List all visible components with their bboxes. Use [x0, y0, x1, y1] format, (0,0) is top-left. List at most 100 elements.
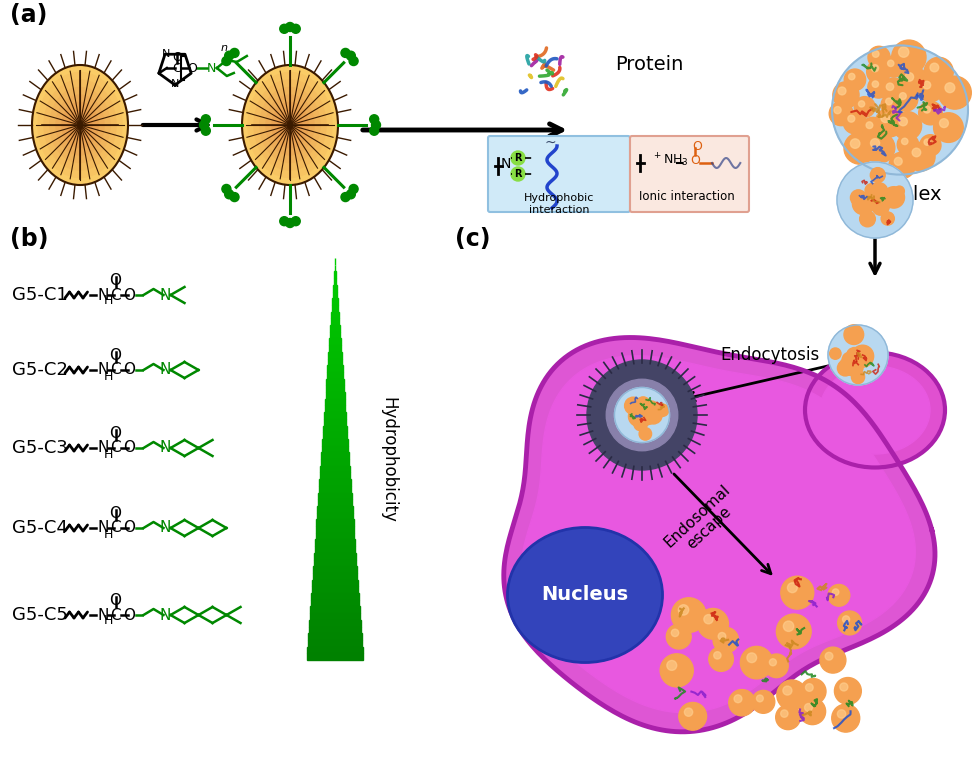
Circle shape [833, 82, 859, 108]
Circle shape [871, 168, 885, 182]
Circle shape [224, 51, 233, 61]
Circle shape [868, 77, 889, 98]
Circle shape [671, 629, 678, 637]
Circle shape [643, 401, 660, 418]
Ellipse shape [62, 103, 98, 148]
Circle shape [704, 614, 713, 624]
Circle shape [201, 126, 210, 136]
Polygon shape [330, 332, 341, 339]
Circle shape [752, 690, 775, 713]
Circle shape [291, 217, 301, 226]
Circle shape [667, 660, 676, 670]
Circle shape [867, 60, 890, 83]
Polygon shape [334, 271, 336, 278]
Circle shape [860, 211, 875, 227]
Circle shape [800, 679, 826, 704]
Polygon shape [504, 338, 935, 732]
Circle shape [698, 608, 728, 639]
Polygon shape [322, 439, 347, 446]
Polygon shape [331, 319, 340, 325]
Circle shape [924, 57, 954, 87]
Ellipse shape [74, 117, 86, 133]
Text: C: C [110, 287, 121, 303]
Text: Hydrophobic
interaction: Hydrophobic interaction [524, 193, 594, 214]
Circle shape [865, 133, 895, 163]
Text: N: N [160, 287, 171, 303]
Ellipse shape [44, 80, 116, 170]
Circle shape [923, 81, 931, 89]
Circle shape [845, 358, 863, 376]
Polygon shape [325, 398, 345, 405]
Circle shape [830, 102, 853, 126]
Circle shape [734, 695, 742, 702]
Polygon shape [319, 479, 350, 486]
Text: H: H [103, 614, 113, 627]
Text: G5-C4: G5-C4 [12, 519, 68, 537]
Polygon shape [314, 546, 355, 553]
Circle shape [881, 78, 906, 103]
Polygon shape [317, 512, 353, 519]
Text: C: C [110, 362, 121, 378]
Text: N: N [98, 287, 109, 303]
Polygon shape [334, 278, 337, 285]
Circle shape [764, 654, 789, 678]
Circle shape [945, 83, 955, 93]
Circle shape [511, 167, 525, 181]
Circle shape [899, 117, 908, 126]
Circle shape [848, 115, 855, 122]
Text: O: O [109, 348, 121, 363]
Circle shape [634, 412, 646, 424]
Circle shape [788, 583, 797, 593]
Circle shape [667, 624, 691, 649]
Polygon shape [325, 405, 346, 412]
Text: ~: ~ [545, 136, 555, 150]
Text: G5-C2: G5-C2 [12, 361, 68, 379]
Polygon shape [310, 607, 360, 613]
Text: R: R [514, 153, 522, 163]
Circle shape [837, 162, 913, 238]
Text: $^+$NH$_3$: $^+$NH$_3$ [652, 152, 688, 169]
Circle shape [777, 680, 807, 710]
Ellipse shape [254, 80, 326, 170]
Text: C: C [110, 607, 121, 623]
Circle shape [781, 576, 814, 609]
Circle shape [805, 684, 813, 692]
Circle shape [341, 48, 350, 57]
Circle shape [286, 218, 295, 228]
Circle shape [871, 139, 879, 148]
Polygon shape [328, 352, 342, 358]
Polygon shape [311, 593, 359, 600]
Circle shape [201, 115, 210, 124]
Polygon shape [332, 298, 338, 305]
Text: G5-C1: G5-C1 [12, 286, 67, 304]
Circle shape [346, 51, 355, 61]
Circle shape [781, 710, 788, 717]
Text: N: N [98, 362, 109, 378]
Text: N: N [160, 440, 171, 456]
Circle shape [625, 397, 642, 414]
Circle shape [868, 46, 890, 68]
Circle shape [892, 40, 926, 74]
Text: N: N [98, 607, 109, 623]
Circle shape [222, 57, 231, 66]
Text: O: O [124, 362, 136, 378]
Circle shape [894, 186, 905, 196]
Circle shape [637, 407, 656, 425]
Text: O: O [124, 440, 136, 456]
Circle shape [660, 654, 693, 687]
Circle shape [862, 117, 884, 140]
Text: N: N [160, 607, 171, 623]
Circle shape [636, 397, 650, 411]
Polygon shape [323, 425, 346, 432]
Circle shape [895, 88, 917, 111]
Ellipse shape [272, 103, 308, 148]
Text: O: O [109, 506, 121, 521]
Circle shape [845, 352, 862, 368]
Polygon shape [315, 532, 354, 539]
Circle shape [222, 185, 231, 194]
Text: Endocytosis: Endocytosis [720, 346, 820, 364]
Circle shape [713, 627, 739, 653]
Text: H: H [103, 528, 113, 541]
Circle shape [729, 689, 755, 716]
Circle shape [587, 360, 697, 470]
